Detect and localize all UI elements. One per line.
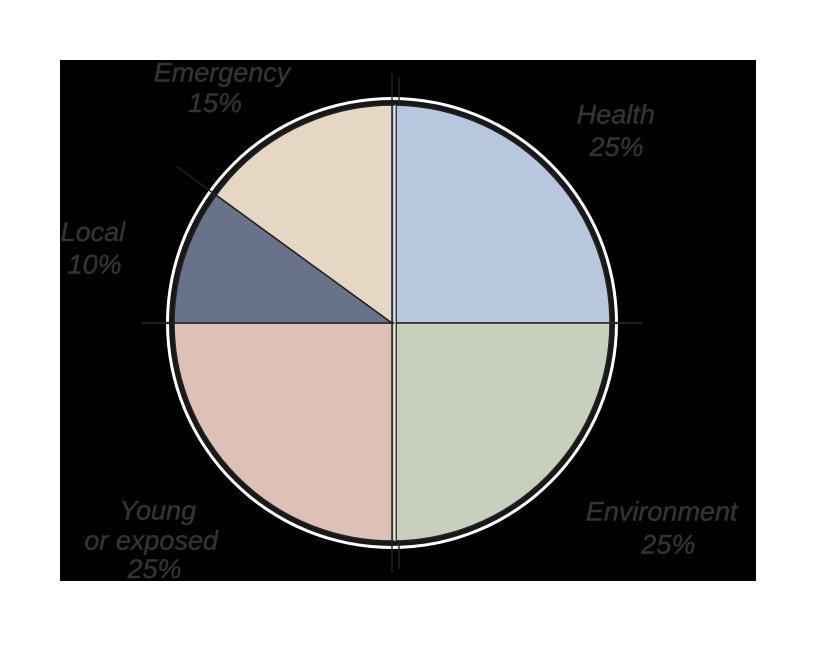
svg-text:Health: Health — [577, 100, 655, 130]
svg-text:15%: 15% — [188, 88, 242, 118]
svg-text:25%: 25% — [640, 529, 695, 559]
svg-text:Local: Local — [61, 217, 127, 247]
svg-text:10%: 10% — [68, 249, 122, 279]
svg-text:Emergency: Emergency — [154, 60, 292, 88]
svg-text:Environment: Environment — [586, 497, 739, 527]
svg-text:or exposed: or exposed — [84, 526, 219, 556]
svg-text:25%: 25% — [127, 554, 182, 581]
svg-text:25%: 25% — [589, 132, 644, 162]
svg-text:Young: Young — [120, 495, 197, 525]
